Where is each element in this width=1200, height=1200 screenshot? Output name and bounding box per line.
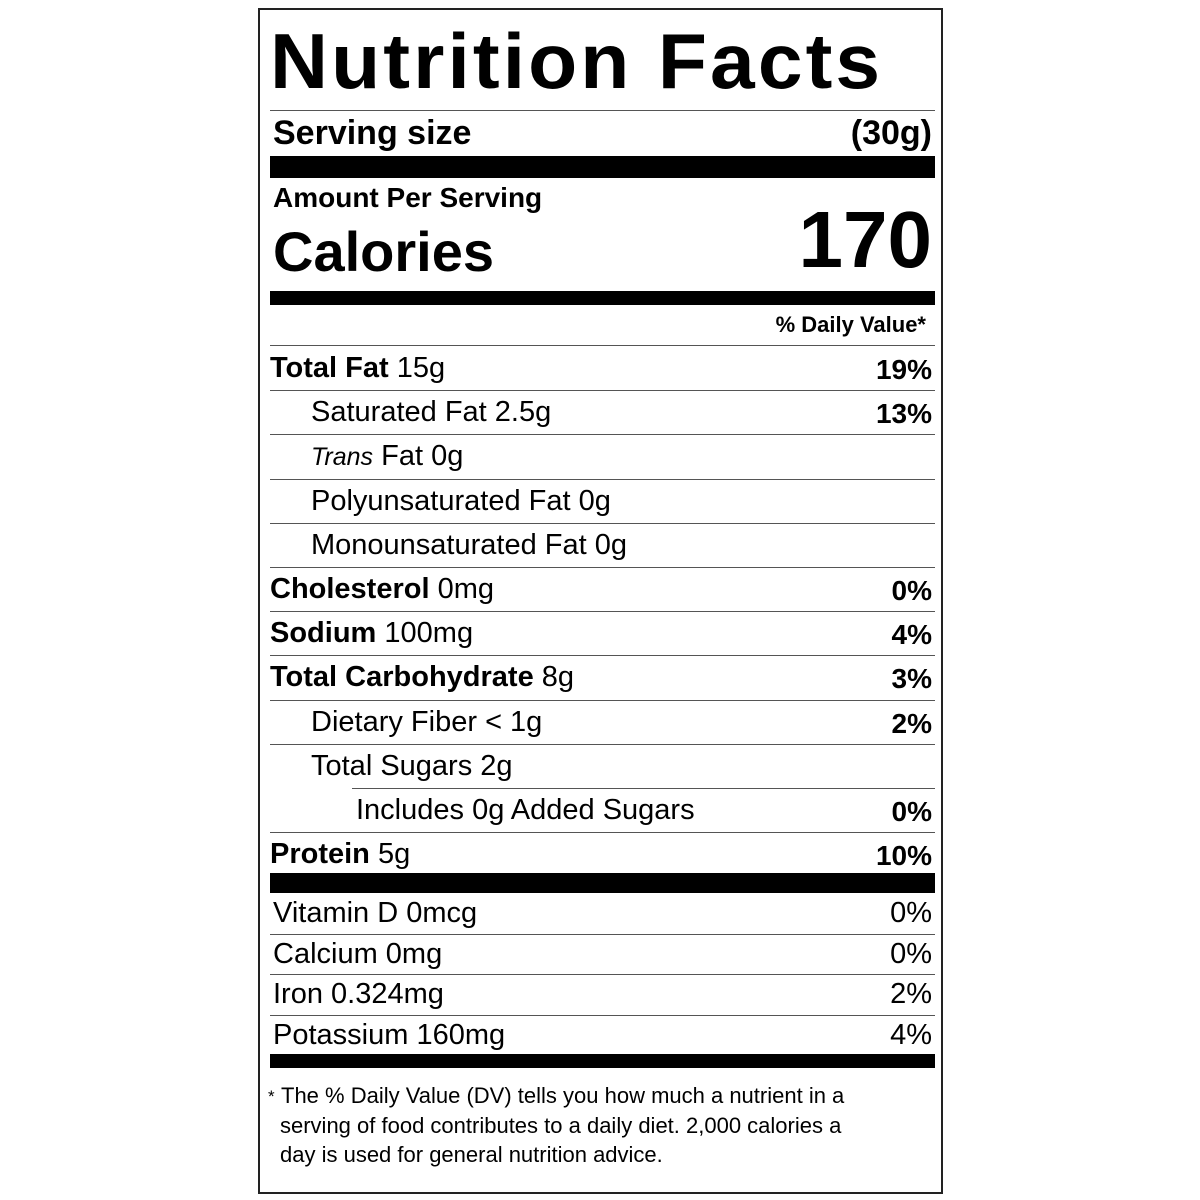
daily-value: 13% (875, 398, 932, 430)
nutrient-row: Sodium 100mg (270, 619, 473, 648)
vitamin-dv: 2% (890, 978, 932, 1010)
footnote-line: The % Daily Value (DV) tells you how muc… (281, 1083, 845, 1108)
nutrient-name: Dietary Fiber (311, 705, 477, 738)
nutrient-row: Polyunsaturated Fat 0g (311, 484, 611, 517)
divider (352, 788, 935, 789)
divider (270, 699, 935, 701)
daily-value: 2% (891, 707, 932, 739)
calories-label: Calories (273, 220, 494, 283)
nutrient-name: Total Carbohydrate (270, 661, 534, 694)
nutrient-row: Total Fat 15g (270, 354, 445, 383)
nutrient-amount: 0mg (437, 573, 495, 605)
thick-bar (270, 1054, 935, 1068)
thick-bar (270, 156, 935, 178)
daily-value-header: % Daily Value* (775, 312, 926, 337)
vitamin-text: Potassium 160mg (273, 1018, 506, 1051)
nutrient-row: Trans Fat 0g (311, 442, 463, 471)
nutrient-amount: 0g (594, 528, 627, 561)
divider (270, 522, 935, 524)
divider (270, 434, 935, 436)
vitamin-dv: 4% (890, 1018, 932, 1051)
nutrient-amount: 100mg (384, 617, 474, 650)
nutrient-name: Sodium (270, 617, 377, 650)
nutrient-amount: Fat 0g (381, 440, 464, 473)
divider (270, 974, 935, 975)
nutrient-amount: 2.5g (494, 396, 552, 429)
nutrient-name: Total Fat (270, 352, 389, 384)
divider (270, 567, 935, 568)
label-border (258, 8, 943, 1194)
divider (270, 478, 935, 480)
amount-label: Amount Per Serving (273, 182, 543, 213)
nutrient-amount: 5g (377, 838, 411, 871)
nutrient-row: Cholesterol 0mg (270, 575, 494, 604)
nutrient-name: Monounsaturated Fat (311, 528, 587, 561)
nutrient-row: Total Carbohydrate 8g (270, 663, 574, 692)
vitamin-text: Vitamin D 0mcg (273, 897, 478, 929)
daily-value: 0% (891, 575, 932, 606)
nutrient-name: Cholesterol (270, 573, 430, 605)
thick-bar (270, 873, 935, 893)
nutrient-name: Polyunsaturated Fat (311, 484, 571, 517)
vitamin-text: Calcium 0mg (273, 937, 443, 970)
nutrient-row: Monounsaturated Fat 0g (311, 528, 627, 561)
nutrient-name: Protein (270, 838, 370, 871)
divider (270, 110, 935, 111)
nutrient-amount: 0g Added Sugars (472, 794, 695, 826)
nutrient-name: Saturated Fat (311, 396, 487, 429)
serving-value: (30g) (850, 114, 932, 152)
nutrient-name: Includes (356, 794, 465, 826)
divider (270, 655, 935, 657)
daily-value: 0% (891, 796, 932, 827)
thick-bar (270, 291, 935, 305)
divider (270, 1014, 935, 1016)
divider (270, 933, 935, 935)
divider (270, 345, 935, 346)
daily-value: 4% (891, 619, 932, 651)
vitamin-dv: 0% (890, 897, 932, 929)
nutrient-row: Dietary Fiber < 1g (311, 705, 543, 738)
nutrient-name: Total Sugars (311, 749, 473, 782)
nutrient-amount: 15g (396, 352, 446, 384)
nutrient-name: Trans (311, 443, 374, 472)
divider (270, 743, 935, 745)
daily-value: 19% (875, 354, 932, 385)
nutrient-row: Includes 0g Added Sugars (356, 796, 695, 825)
serving-label: Serving size (273, 114, 472, 152)
footnote-line: serving of food contributes to a daily d… (280, 1112, 842, 1138)
daily-value: 10% (875, 840, 932, 872)
nutrient-amount: 2g (480, 749, 513, 782)
divider (270, 611, 935, 613)
calories-value: 170 (798, 195, 932, 284)
title: Nutrition Facts (270, 17, 884, 105)
vitamin-dv: 0% (890, 937, 932, 970)
nutrient-row: Total Sugars 2g (311, 749, 513, 782)
daily-value: 3% (891, 663, 932, 695)
footnote-mark: * (268, 1087, 275, 1106)
nutrient-amount: 0g (578, 484, 611, 517)
nutrient-amount: 8g (541, 661, 575, 694)
divider (270, 390, 935, 392)
vitamin-text: Iron 0.324mg (273, 978, 444, 1010)
nutrient-row: Protein 5g (270, 840, 410, 869)
divider (270, 832, 935, 834)
nutrient-amount: < 1g (485, 705, 543, 738)
footnote-line: day is used for general nutrition advice… (280, 1142, 663, 1167)
nutrient-row: Saturated Fat 2.5g (311, 398, 551, 427)
